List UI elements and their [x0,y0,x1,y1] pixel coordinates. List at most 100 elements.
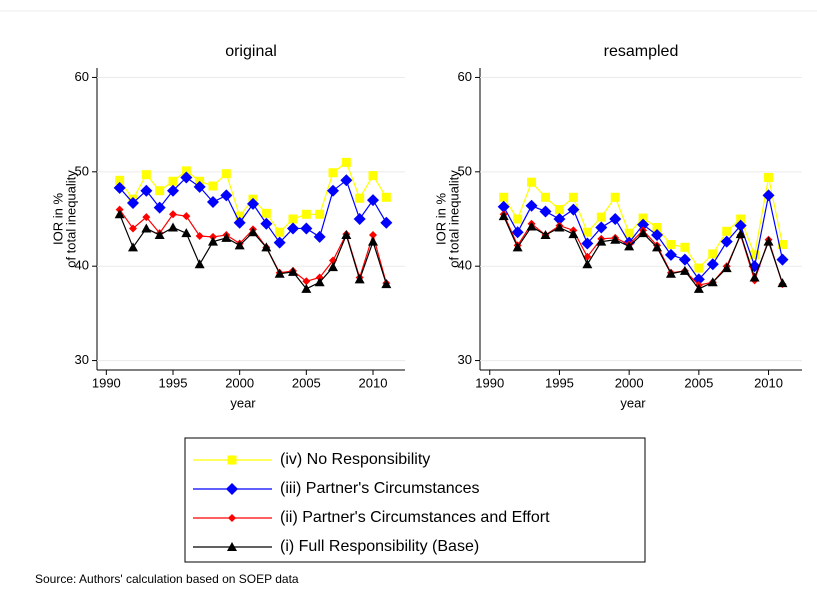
source-note: Source: Authors' calculation based on SO… [35,572,299,586]
data-point [367,194,379,207]
data-point [720,235,733,248]
data-point [288,266,298,276]
data-point [651,229,664,242]
data-point [527,177,537,187]
data-point [127,196,139,209]
data-point [327,184,339,197]
data-point [381,192,391,202]
y-tick-label: 60 [458,69,472,84]
data-point [115,175,125,185]
x-tick-label: 2010 [754,375,783,390]
data-point [193,180,206,193]
data-point [168,176,178,186]
data-point [610,192,620,202]
data-point [169,210,177,219]
data-point [541,192,551,202]
data-point [596,212,606,222]
data-point [140,184,153,197]
data-point [181,166,191,176]
x-tick-label: 1995 [545,375,574,390]
data-point [275,227,285,237]
data-point [568,192,578,202]
data-point [512,242,523,252]
data-point [341,157,351,167]
y-axis-label: IOR in % [50,193,65,245]
data-point [638,213,648,223]
data-point [776,253,789,266]
data-point [153,201,166,214]
data-point [764,172,774,182]
data-point [208,181,218,191]
data-point [353,213,366,225]
data-point [273,236,286,249]
data-point [381,279,392,289]
data-point [368,236,378,246]
data-point [167,184,179,197]
data-point [763,236,774,246]
data-point [581,237,594,250]
legend-marker [228,514,236,522]
data-point [114,209,125,219]
data-point [610,234,621,244]
data-point [664,248,677,261]
panel-title: original [225,43,277,60]
data-point [369,231,377,240]
data-point [735,229,746,239]
data-point [142,213,151,222]
data-point [596,236,607,246]
y-tick-label: 30 [75,352,89,367]
data-point [652,222,662,232]
y-tick-label: 30 [458,352,472,367]
data-point [540,230,551,240]
data-point [525,199,538,212]
data-point [498,211,509,221]
data-point [208,236,218,246]
data-point [513,214,523,224]
y-tick-label: 50 [458,163,472,178]
data-point [679,265,690,275]
x-axis-label: year [620,395,646,410]
y-axis-label: IOR in % [433,193,448,245]
data-point [261,242,272,252]
data-point [694,263,704,273]
x-tick-label: 2000 [615,375,644,390]
data-point [582,259,593,269]
legend-marker [227,542,237,551]
data-point [141,170,151,180]
data-point [113,181,126,194]
data-point [652,242,663,252]
data-point [354,274,365,284]
y-axis-label: of total inequality [63,170,78,268]
y-tick-label: 40 [458,258,472,273]
data-point [707,277,718,287]
data-point [678,253,691,266]
data-point [300,222,313,235]
data-point [637,218,650,231]
data-point [128,242,138,252]
data-point [624,228,634,238]
data-point [553,213,566,225]
data-point [194,259,205,269]
data-point [221,232,232,242]
series-line [119,209,387,284]
legend-text: (i) Full Responsibility (Base) [280,538,479,555]
data-point [260,217,273,230]
data-point [665,268,676,278]
data-point [181,228,192,238]
data-point [734,219,747,232]
data-point [539,205,552,218]
data-point [721,263,732,273]
data-point [287,222,299,235]
data-point [567,203,580,216]
legend-marker [226,483,238,495]
data-point [680,242,690,252]
data-point [247,197,259,210]
data-point [368,171,378,181]
data-point [195,231,204,240]
data-point [638,228,649,238]
data-point [497,200,510,213]
data-point [666,239,676,249]
data-point [141,223,152,233]
data-point [182,212,191,221]
data-point [595,221,608,234]
